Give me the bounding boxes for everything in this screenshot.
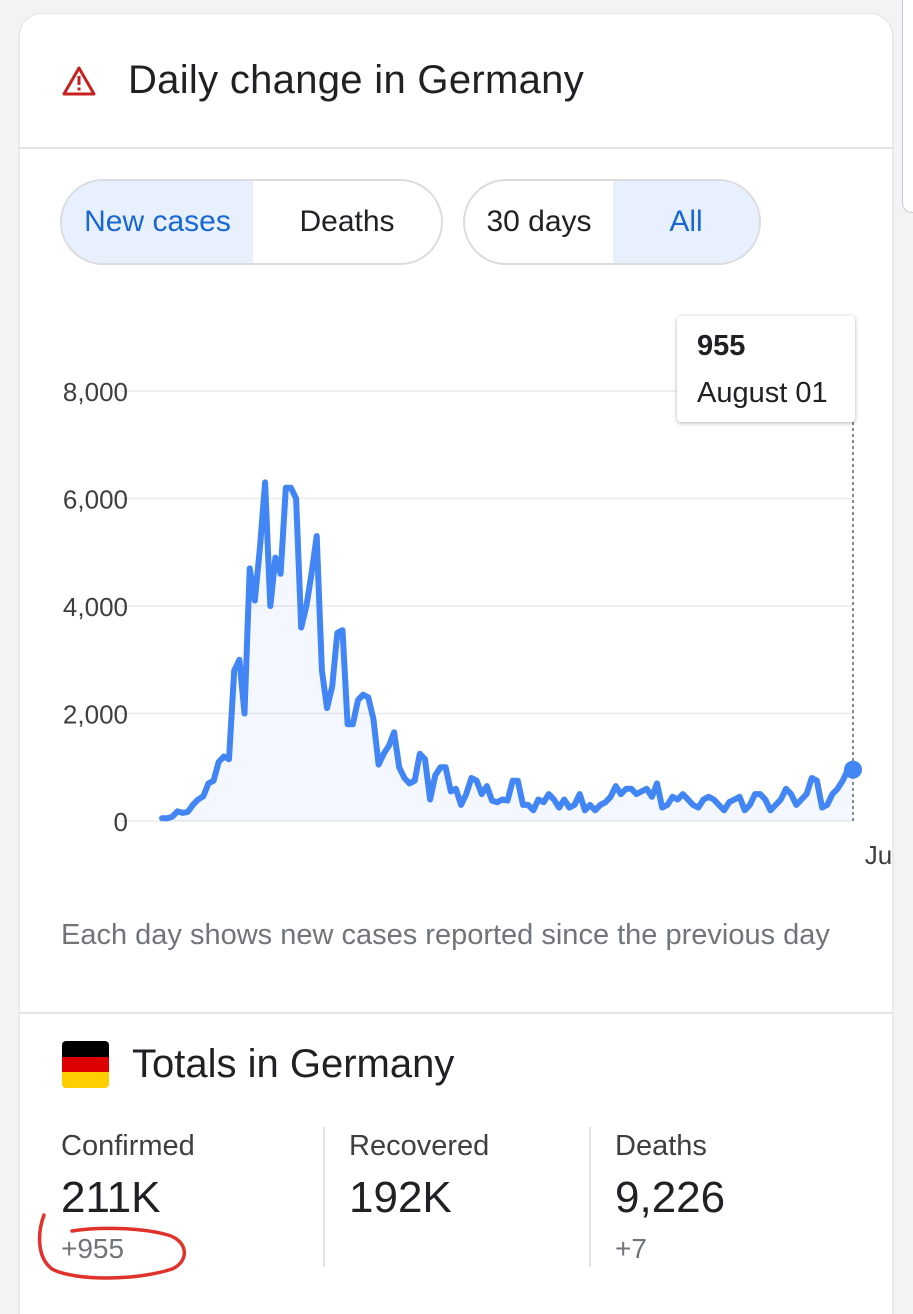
y-tick-label: 4,000 — [63, 592, 128, 622]
cases-chart[interactable]: 8,000 6,000 4,000 2,000 0 Jul 23 — [20, 304, 892, 904]
stat-label: Confirmed — [61, 1130, 195, 1162]
stat-value: 9,226 — [615, 1173, 726, 1222]
stat-recovered: Recovered 192K — [349, 1130, 489, 1233]
tab-all[interactable]: All — [613, 181, 759, 263]
tooltip-date: August 01 — [697, 377, 828, 409]
y-tick-label: 0 — [114, 807, 128, 837]
stat-delta: +955 — [61, 1233, 125, 1264]
warning-triangle-icon — [62, 66, 96, 96]
tooltip-value: 955 — [697, 330, 746, 362]
section-divider — [20, 1012, 892, 1014]
tab-30-days[interactable]: 30 days — [486, 205, 592, 238]
stat-deaths: Deaths 9,226 +7 — [615, 1130, 725, 1265]
stat-confirmed: Confirmed 211K +955 — [61, 1130, 195, 1265]
stat-label: Deaths — [615, 1130, 707, 1162]
germany-flag-icon — [62, 1041, 109, 1088]
stat-separator — [323, 1127, 325, 1267]
metric-toggle: New cases Deaths — [60, 179, 443, 265]
chart-tooltip: 955 August 01 — [677, 316, 855, 422]
flag-stripe-gold — [62, 1072, 109, 1088]
stat-value: 211K — [61, 1173, 161, 1222]
stat-separator — [589, 1127, 591, 1267]
range-toggle: 30 days All — [463, 179, 761, 265]
covid-card: Daily change in Germany New cases Deaths… — [20, 14, 892, 1314]
flag-stripe-red — [62, 1056, 109, 1073]
chart-note: Each day shows new cases reported since … — [61, 919, 830, 951]
hover-point[interactable] — [844, 760, 862, 779]
stat-value: 192K — [349, 1173, 452, 1222]
flag-stripe-black — [62, 1041, 109, 1057]
stat-delta: +7 — [615, 1233, 647, 1264]
scroll-edge — [902, 0, 913, 213]
totals-title: Totals in Germany — [132, 1042, 455, 1086]
hand-drawn-circle-annotation — [37, 1213, 186, 1280]
y-tick-label: 6,000 — [63, 485, 128, 515]
chart-area-fill — [162, 482, 853, 821]
series-line — [159, 479, 856, 822]
y-tick-label: 8,000 — [63, 377, 128, 407]
x-tick-label: Jul 23 — [865, 840, 892, 870]
y-tick-label: 2,000 — [63, 700, 128, 730]
tab-new-cases[interactable]: New cases — [62, 181, 253, 263]
stat-label: Recovered — [349, 1130, 490, 1162]
card-header: Daily change in Germany — [20, 14, 892, 149]
tab-deaths[interactable]: Deaths — [299, 205, 395, 238]
page-title: Daily change in Germany — [128, 58, 585, 102]
